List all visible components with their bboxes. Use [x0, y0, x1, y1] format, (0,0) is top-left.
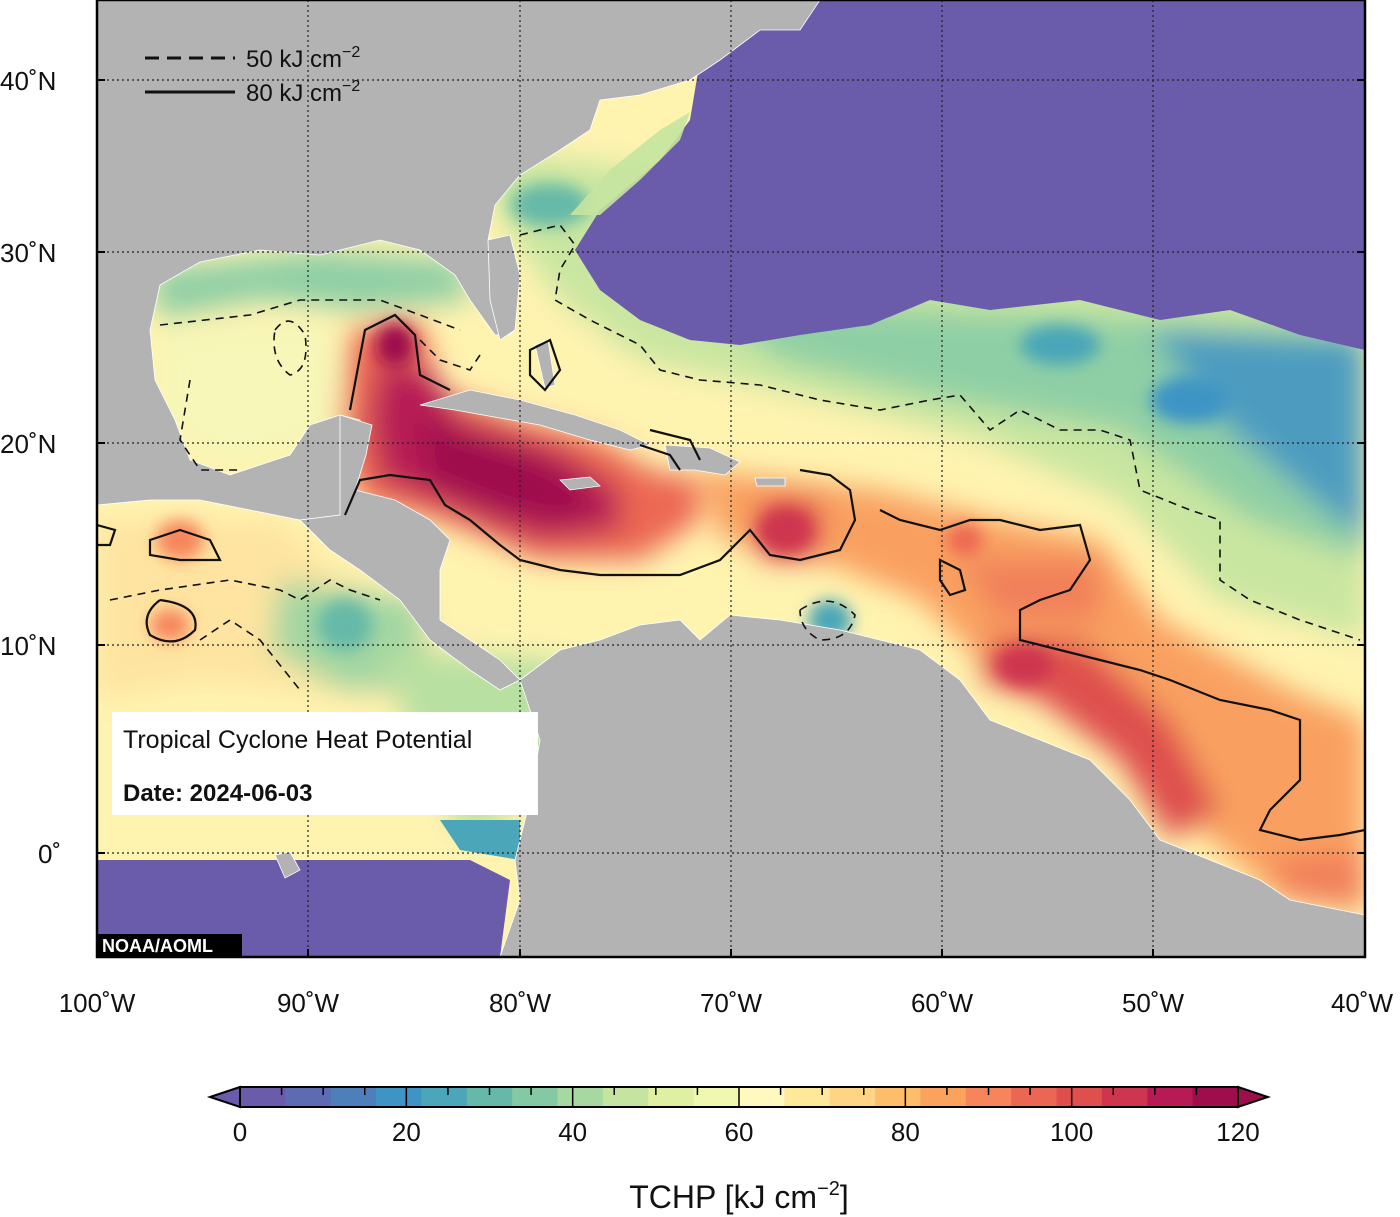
puerto-rico-landmass: [754, 477, 786, 487]
lon-label-90w: 90˚W: [277, 988, 340, 1018]
lat-label-30n: 30˚N: [0, 238, 56, 268]
credit-label: NOAA/AOML: [102, 936, 213, 956]
colorbar-tick-label: 20: [392, 1117, 421, 1147]
galapagos-landmass: [274, 851, 301, 879]
colorbar-title: TCHP [kJ cm−2]: [629, 1178, 849, 1215]
lon-label-70w: 70˚W: [700, 988, 763, 1018]
credit-badge: NOAA/AOML: [98, 934, 242, 956]
colorbar-cell: [784, 1087, 831, 1107]
lon-label-60w: 60˚W: [911, 988, 974, 1018]
colorbar-cell: [1011, 1087, 1058, 1107]
colorbar-cell: [1147, 1087, 1194, 1107]
colorbar-tick-label: 60: [725, 1117, 754, 1147]
colorbar-cell: [376, 1087, 423, 1107]
colorbar-high-arrow: [1237, 1085, 1272, 1109]
colorbar-cell: [965, 1087, 1012, 1107]
colorbar-cell: [557, 1087, 604, 1107]
graticule: [97, 0, 1365, 957]
colorbar-cell: [330, 1087, 377, 1107]
cuba-landmass: [419, 389, 652, 451]
tick-marks: [97, 79, 1365, 957]
colorbar-tick-label: 100: [1050, 1117, 1093, 1147]
lat-label-0: 0˚: [38, 839, 61, 869]
cold-water-north: [575, 0, 1365, 350]
colorbar-cell: [421, 1087, 468, 1107]
lon-label-50w: 50˚W: [1122, 988, 1185, 1018]
central-america-landmass: [299, 414, 521, 691]
cold-water-edge: [440, 820, 520, 860]
colorbar-cells: [240, 1087, 1239, 1107]
legend-solid-label: 80 kJ cm−2: [246, 78, 360, 107]
lon-labels: 100˚W 90˚W 80˚W 70˚W 60˚W 50˚W 40˚W: [59, 988, 1394, 1018]
gulf-stream: [570, 112, 690, 215]
colorbar: 0 20 40 60 80 100 120 TCHP [kJ cm−2]: [206, 1085, 1272, 1215]
south-america-landmass: [499, 614, 1365, 957]
colorbar-cell: [1101, 1087, 1148, 1107]
colorbar-cell: [739, 1087, 785, 1107]
colorbar-cell: [285, 1087, 332, 1107]
map-title: Tropical Cyclone Heat Potential: [123, 726, 472, 754]
cold-water-south-pacific: [97, 860, 510, 957]
colorbar-cell: [648, 1087, 695, 1107]
map-date: Date: 2024-06-03: [123, 780, 312, 807]
colorbar-tick-label: 120: [1216, 1117, 1259, 1147]
lon-label-100w: 100˚W: [59, 988, 136, 1018]
info-box: Tropical Cyclone Heat Potential Date: 20…: [112, 712, 538, 815]
colorbar-cell: [512, 1087, 559, 1107]
lat-label-40n: 40˚N: [0, 66, 56, 96]
info-box-background: [112, 712, 538, 815]
lat-label-20n: 20˚N: [0, 429, 56, 459]
colorbar-cell: [875, 1087, 922, 1107]
contour-50: [109, 224, 1361, 691]
lat-labels: 40˚N 30˚N 20˚N 10˚N 0˚: [0, 66, 61, 869]
contour-legend: 50 kJ cm−2 80 kJ cm−2: [145, 44, 360, 107]
jamaica-landmass: [559, 476, 601, 491]
colorbar-tick-label: 40: [558, 1117, 587, 1147]
colorbar-cell: [240, 1087, 286, 1107]
heat-field-hotspots: [150, 183, 1230, 685]
colorbar-cell: [602, 1087, 649, 1107]
colorbar-cell: [920, 1087, 967, 1107]
colorbar-cell: [1056, 1087, 1103, 1107]
lon-label-40w: 40˚W: [1331, 988, 1394, 1018]
colorbar-cell: [1192, 1087, 1239, 1107]
lon-label-80w: 80˚W: [489, 988, 552, 1018]
land: [97, 0, 1365, 957]
credit-background: [98, 934, 242, 956]
colorbar-ticks: 0 20 40 60 80 100 120: [233, 1087, 1260, 1147]
colorbar-cell: [466, 1087, 513, 1107]
colorbar-cell: [829, 1087, 876, 1107]
colorbar-cell: [693, 1087, 740, 1107]
lat-label-10n: 10˚N: [0, 631, 56, 661]
contour-80: [97, 313, 1365, 842]
legend-dashed-label: 50 kJ cm−2: [246, 44, 360, 73]
florida-landmass: [487, 234, 521, 341]
colorbar-tick-label: 0: [233, 1117, 247, 1147]
colorbar-low-arrow: [206, 1085, 241, 1109]
bahamas-landmass: [534, 339, 556, 389]
hispaniola-landmass: [664, 444, 741, 476]
colorbar-tick-label: 80: [891, 1117, 920, 1147]
